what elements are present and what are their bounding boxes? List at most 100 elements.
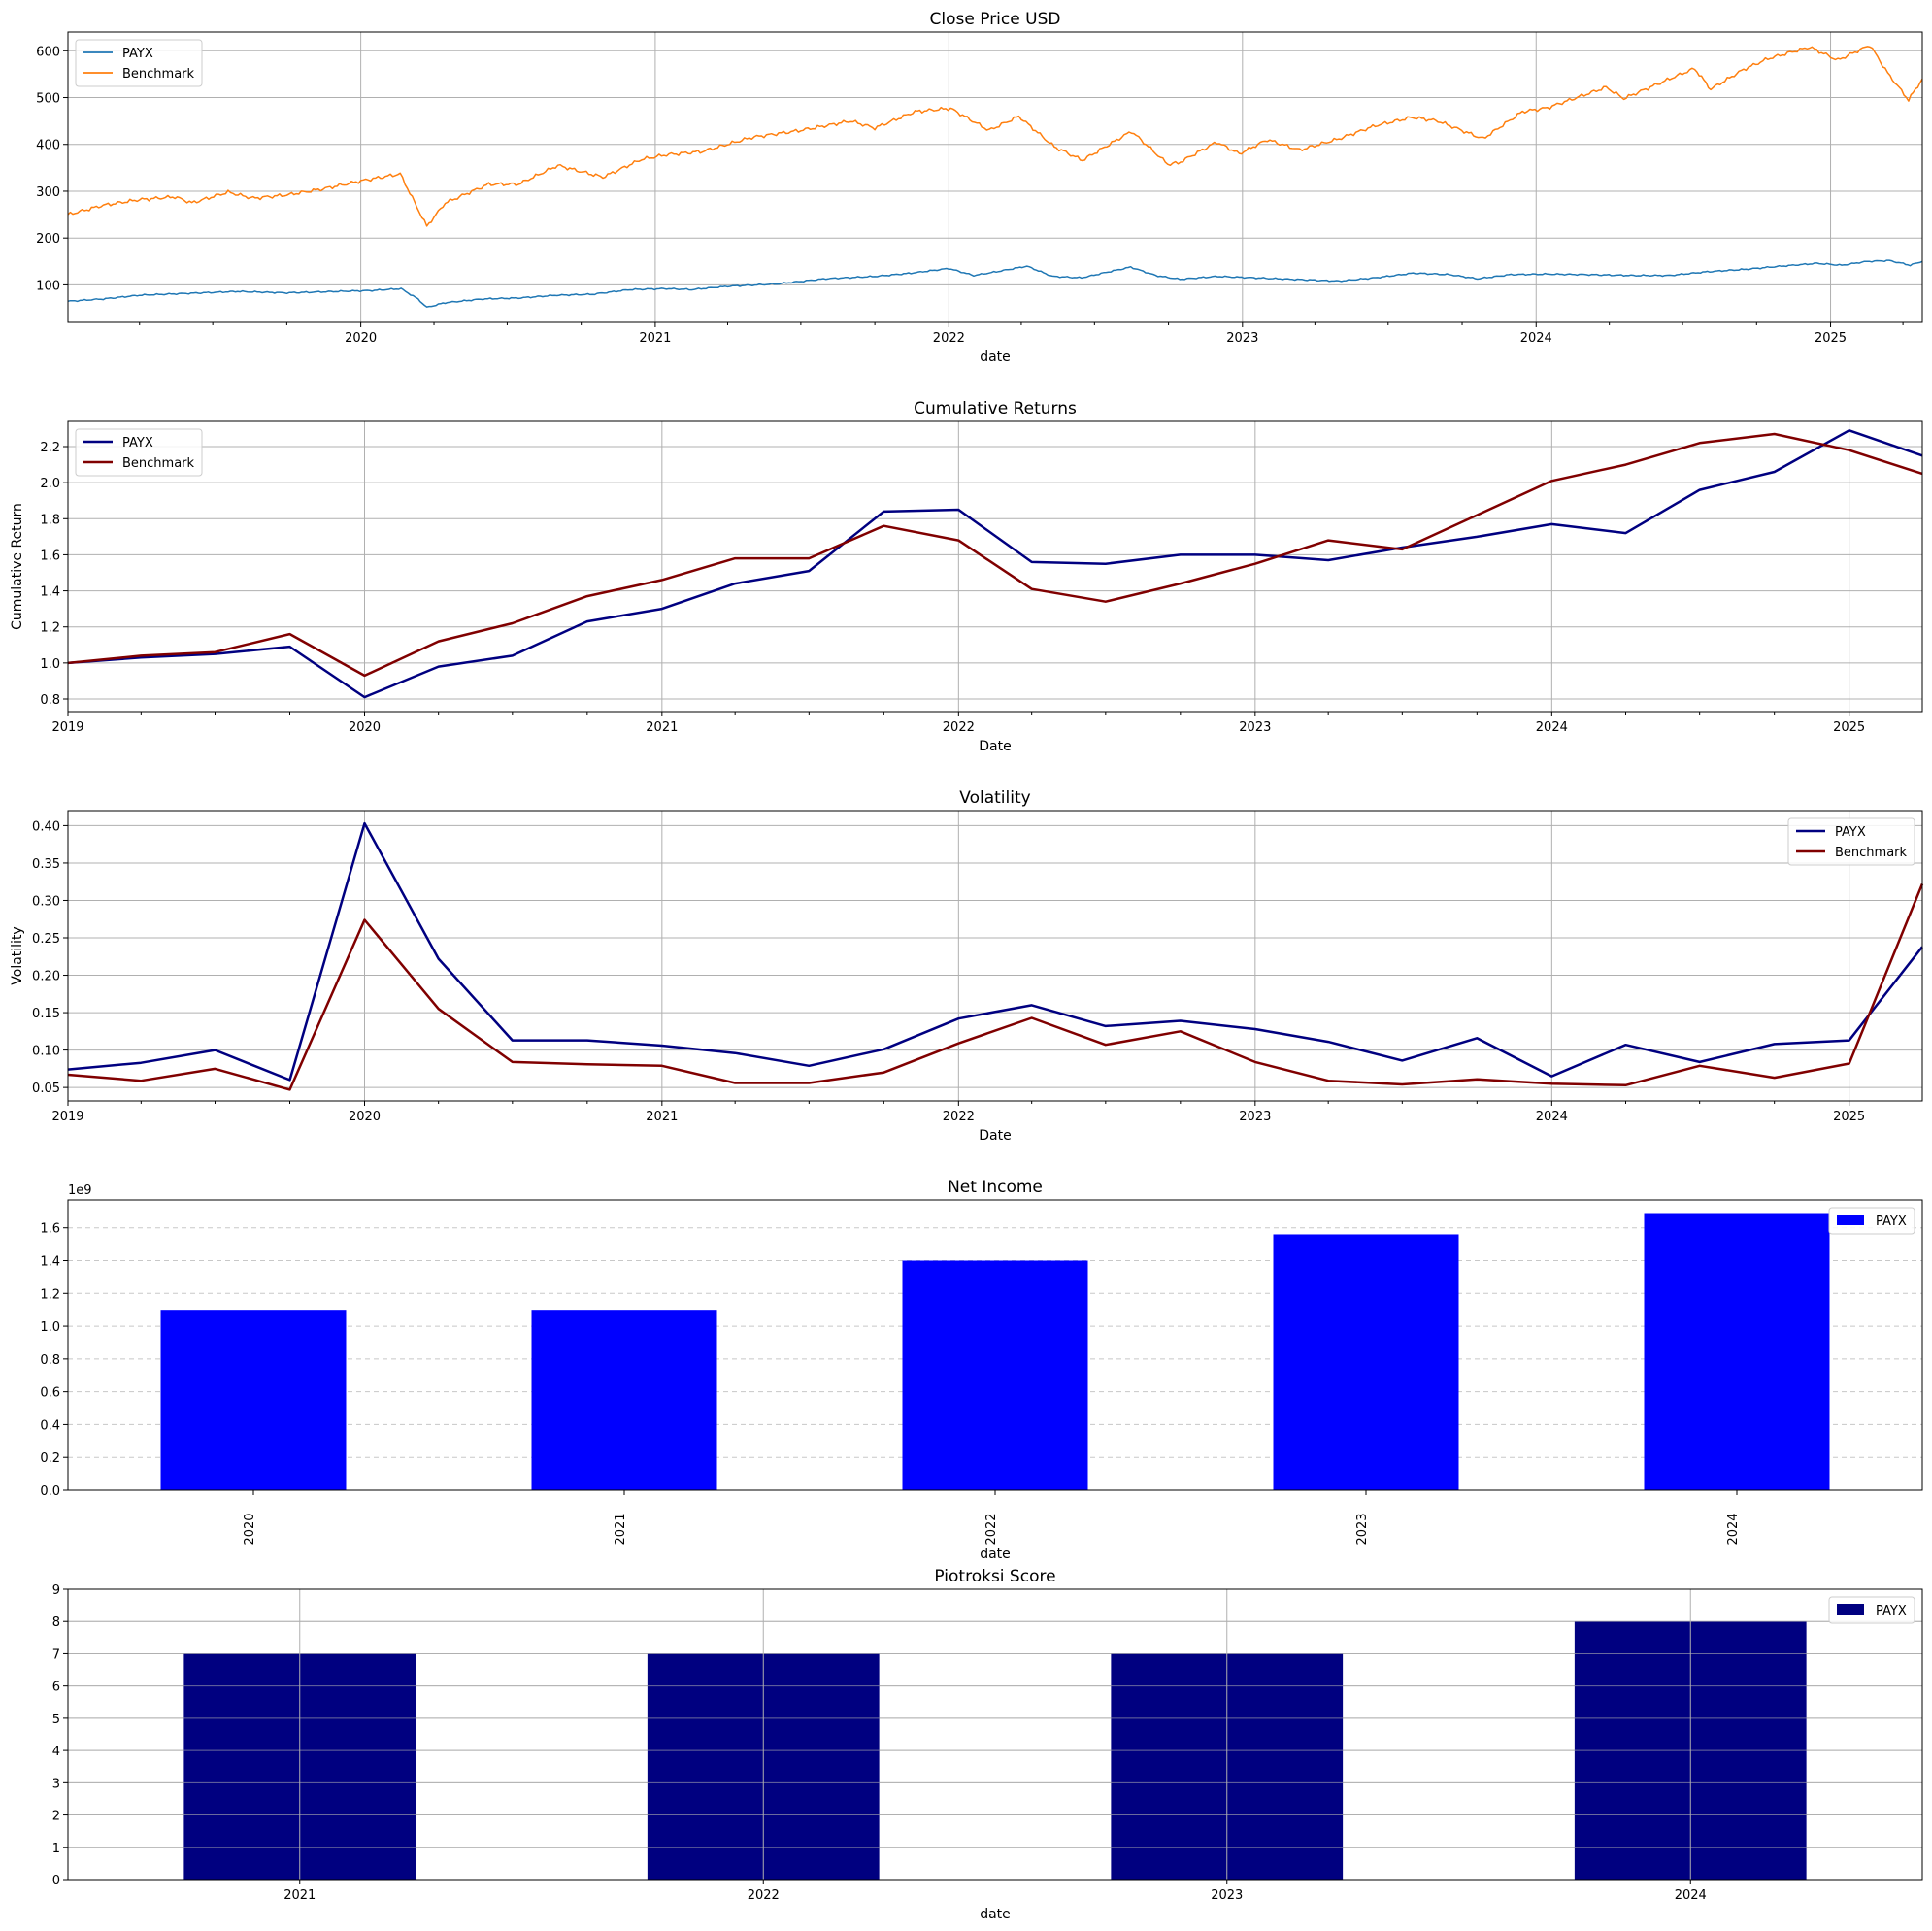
y-tick-label: 1.8 <box>40 513 60 527</box>
x-axis-label: Date <box>979 1128 1011 1144</box>
series-line-benchmark <box>67 432 1923 678</box>
y-tick-label: 300 <box>36 185 60 200</box>
series-line-payx <box>67 821 1923 1082</box>
plot-frame <box>67 420 1923 713</box>
y-tick-label: 1.6 <box>40 549 60 563</box>
y-tick-label: 0.40 <box>32 819 60 834</box>
y-tick-label: 1.0 <box>40 657 60 672</box>
y-tick-label: 1 <box>52 1842 60 1856</box>
legend-label: PAYX <box>1876 1215 1907 1229</box>
x-tick-label: 2020 <box>349 1110 381 1124</box>
y-tick-label: 1.6 <box>40 1222 60 1237</box>
series-line-benchmark <box>67 46 1923 227</box>
x-axis-label: Date <box>979 739 1011 754</box>
legend-box <box>1828 1596 1915 1624</box>
x-axis-label: date <box>980 350 1011 365</box>
chart-net-income: 0.0 0.2 0.4 0.6 0.8 1.0 1.2 1.4 1.6 2020 2021 2022 2… <box>40 1178 1923 1562</box>
x-tick-label: 2023 <box>1226 331 1258 346</box>
x-tick-label: 2020 <box>349 720 381 735</box>
x-tick-label: 2021 <box>646 1110 678 1124</box>
y-tick-label: 9 <box>52 1583 60 1598</box>
y-tick-label: 0.4 <box>40 1418 60 1433</box>
y-axis-label: Volatility <box>10 926 25 984</box>
chart-piotroski-score: 0 1 2 3 4 5 6 7 8 9 2021 2022 2023 2024 Piotroksi Scor… <box>52 1567 1923 1922</box>
y-tick-label: 1.2 <box>40 621 60 636</box>
legend: PAYX Benchmark <box>1787 817 1915 866</box>
series-line-payx <box>67 429 1923 699</box>
legend: PAYX <box>1828 1207 1915 1235</box>
plot-frame <box>67 1199 1923 1491</box>
x-tick-label: 2025 <box>1833 720 1865 735</box>
x-tick-label: 2021 <box>283 1888 316 1903</box>
y-tick-label: 0.10 <box>32 1045 60 1059</box>
x-tick-label: 2020 <box>243 1513 257 1545</box>
x-tick-label: 2020 <box>345 331 377 346</box>
chart-title: Close Price USD <box>930 10 1061 29</box>
plot-frame <box>67 31 1923 323</box>
x-tick-label: 2023 <box>1239 720 1271 735</box>
y-tick-label: 0.0 <box>40 1484 60 1499</box>
series-line-benchmark <box>67 883 1924 1091</box>
legend-label: PAYX <box>122 436 153 450</box>
y-tick-label: 0.15 <box>32 1007 60 1021</box>
y-tick-label: 0.25 <box>32 932 60 947</box>
y-tick-label: 0.20 <box>32 970 60 984</box>
x-tick-label: 2022 <box>933 331 965 346</box>
y-tick-label: 0.8 <box>40 1353 60 1368</box>
y-tick-label: 1.0 <box>40 1320 60 1335</box>
x-tick-label: 2022 <box>943 1110 975 1124</box>
y-tick-label: 400 <box>36 139 60 153</box>
legend-box <box>75 39 203 87</box>
x-axis-label: date <box>980 1907 1011 1922</box>
y-tick-label: 6 <box>52 1681 60 1695</box>
y-tick-label: 0.30 <box>32 894 60 909</box>
legend-label: Benchmark <box>122 67 195 82</box>
x-tick-label: 2023 <box>1355 1513 1370 1545</box>
y-tick-label: 2.2 <box>40 441 60 455</box>
legend: PAYX Benchmark <box>75 428 203 477</box>
chart-cumulative-returns: 0.8 1.0 1.2 1.4 1.6 1.8 2.0 2.2 2019 2020 2021 2022… <box>10 399 1923 754</box>
y-tick-label: 3 <box>52 1777 60 1791</box>
x-tick-label: 2024 <box>1520 331 1552 346</box>
y-tick-label: 0.6 <box>40 1386 60 1401</box>
x-tick-label: 2021 <box>614 1513 628 1545</box>
y-tick-label: 4 <box>52 1745 60 1759</box>
x-tick-label: 2022 <box>984 1513 999 1545</box>
y-tick-label: 2.0 <box>40 477 60 491</box>
bar <box>1273 1234 1459 1490</box>
y-tick-label: 0.2 <box>40 1451 60 1466</box>
legend-label: PAYX <box>1835 825 1866 840</box>
x-tick-label: 2021 <box>639 331 671 346</box>
x-tick-label: 2024 <box>1675 1888 1707 1903</box>
legend-label: Benchmark <box>1835 846 1908 860</box>
y-tick-label: 0 <box>52 1874 60 1888</box>
y-axis-label: Cumulative Return <box>10 503 25 630</box>
x-tick-label: 2022 <box>748 1888 780 1903</box>
x-axis-label: date <box>980 1547 1011 1562</box>
y-tick-label: 1.4 <box>40 1255 60 1270</box>
x-tick-label: 2024 <box>1536 1110 1568 1124</box>
chart-close-price: 100 200 300 400 500 600 2020 2021 2022 2023 2024 20… <box>36 10 1923 365</box>
chart-title: Volatility <box>959 788 1030 808</box>
bar <box>160 1310 347 1490</box>
x-tick-label: 2019 <box>51 720 83 735</box>
y-tick-label: 1.2 <box>40 1287 60 1302</box>
y-tick-label: 5 <box>52 1713 60 1727</box>
y-tick-label: 200 <box>36 232 60 247</box>
chart-title: Net Income <box>948 1178 1043 1197</box>
legend-swatch <box>1837 1215 1864 1225</box>
y-tick-label: 500 <box>36 92 60 107</box>
y-tick-label: 0.8 <box>40 693 60 708</box>
legend-swatch <box>1837 1604 1864 1615</box>
x-tick-label: 2025 <box>1833 1110 1865 1124</box>
bar <box>1644 1213 1830 1490</box>
chart-title: Cumulative Returns <box>914 399 1077 418</box>
legend: PAYX Benchmark <box>75 39 203 87</box>
plot-frame <box>67 1588 1923 1881</box>
chart-title: Piotroksi Score <box>934 1567 1055 1586</box>
x-tick-label: 2024 <box>1536 720 1568 735</box>
y-tick-label: 2 <box>52 1810 60 1824</box>
series-line-payx <box>67 259 1923 308</box>
y-tick-label: 0.35 <box>32 857 60 872</box>
y-tick-label: 7 <box>52 1648 60 1662</box>
